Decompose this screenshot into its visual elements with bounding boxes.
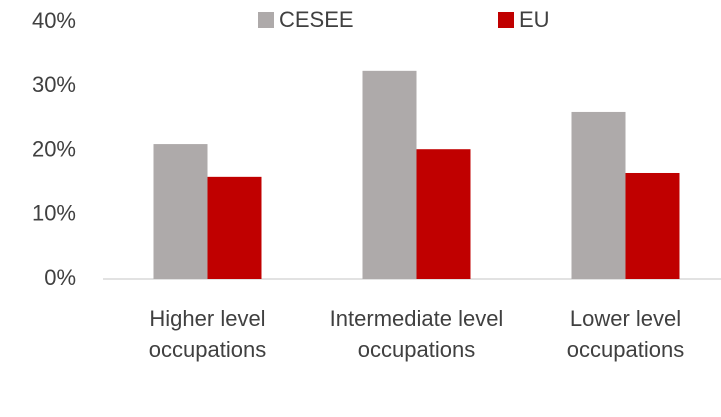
x-tick-label: Lower level occupations (566, 306, 685, 362)
bar (625, 172, 680, 279)
x-tick-label: Higher level occupations (148, 306, 267, 362)
x-tick-label: Intermediate level occupations (329, 306, 504, 362)
y-tick-label: 0% (44, 265, 76, 290)
y-tick-label: 20% (32, 136, 76, 161)
legend-swatch (258, 12, 274, 28)
bar (571, 111, 626, 279)
bar (416, 149, 471, 279)
legend-label: EU (519, 7, 550, 32)
y-tick-label: 40% (32, 8, 76, 33)
bar (207, 176, 262, 279)
legend-label: CESEE (279, 7, 354, 32)
y-tick-label: 10% (32, 201, 76, 226)
bar (362, 70, 417, 279)
legend-swatch (498, 12, 514, 28)
y-tick-label: 30% (32, 72, 76, 97)
bar (153, 144, 208, 279)
